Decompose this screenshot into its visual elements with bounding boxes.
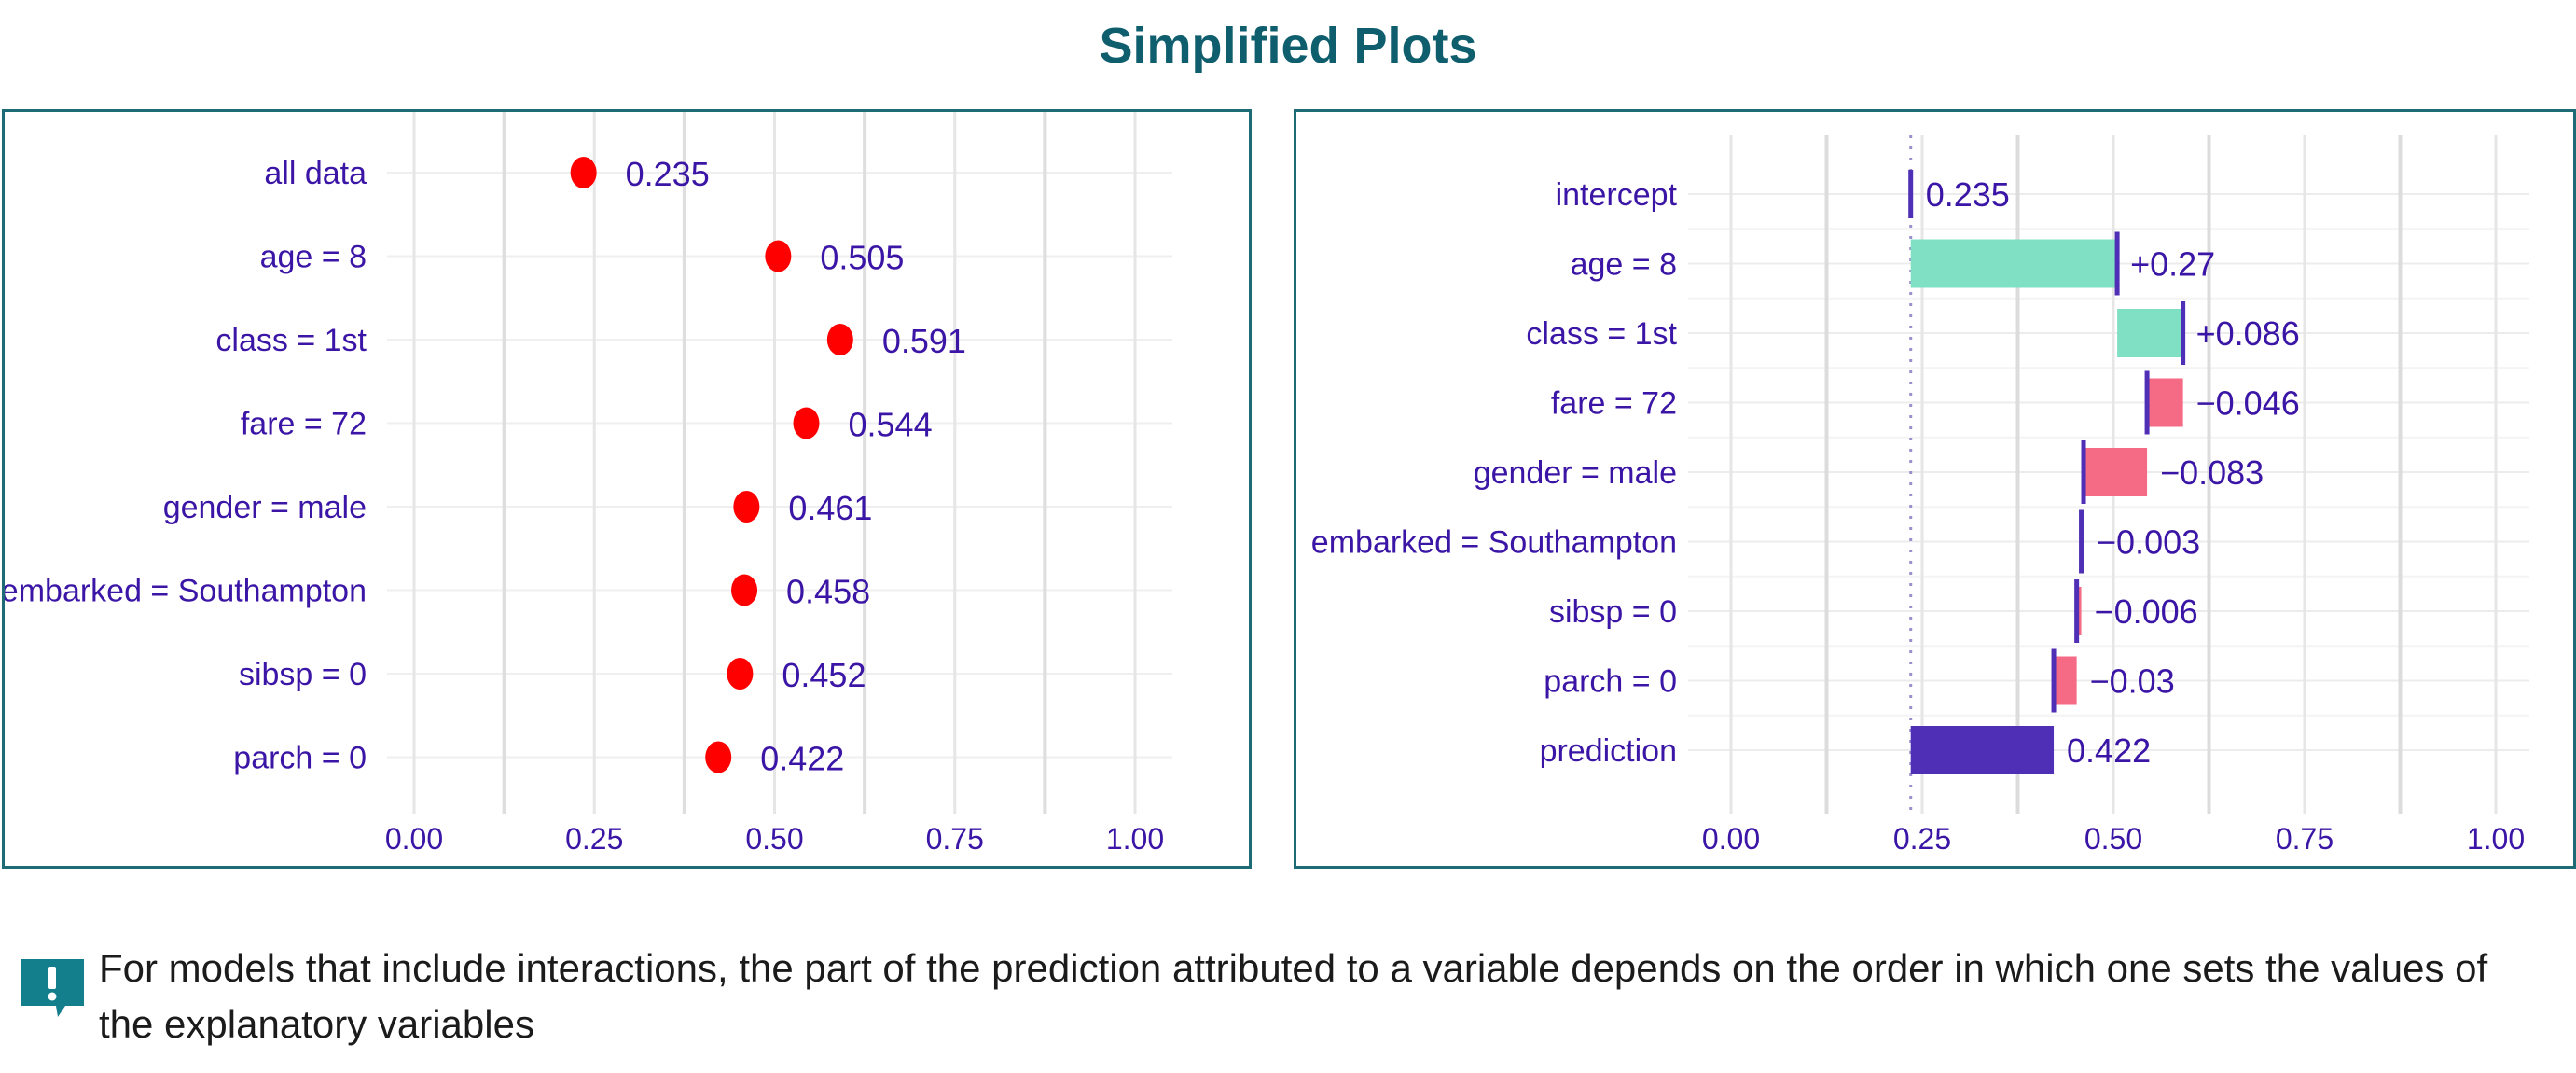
note-text: For models that include interactions, th… [99,946,2488,1046]
dot-plot-panel: 0.00 0.25 0.50 0.75 1.00 all data 0.235 age = 8… [2,109,1252,869]
category-label: class = 1st [1526,316,1677,352]
x-tick-label: 0.50 [2084,822,2142,856]
x-tick-label: 0.00 [1702,822,1760,856]
data-point [731,574,758,606]
category-label: parch = 0 [233,741,367,776]
x-tick-label: 0.25 [565,822,623,856]
x-tick-label: 0.75 [2276,822,2334,856]
negative-contribution-bar [2084,448,2148,496]
cumulative-marker [2051,648,2057,713]
negative-contribution-bar [2147,378,2183,427]
data-point [705,741,732,773]
x-tick-label: 0.00 [385,822,443,856]
cumulative-marker [2114,231,2120,296]
data-label: 0.422 [760,740,844,778]
category-label: embarked = Southampton [5,574,367,609]
category-label: class = 1st [215,323,367,358]
data-label: −0.046 [2196,384,2300,423]
category-label: gender = male [163,490,367,525]
data-label: −0.006 [2095,592,2198,631]
data-label: 0.505 [820,239,904,277]
category-label: gender = male [1474,455,1677,491]
data-point [826,324,853,355]
category-label: age = 8 [260,240,367,275]
page-title: Simplified Plots [1099,18,1477,74]
cumulative-marker [2181,301,2186,365]
x-tick-label: 0.75 [926,822,984,856]
data-point [570,157,597,188]
data-label: 0.458 [786,573,870,611]
cumulative-marker [2079,509,2084,574]
data-label: −0.03 [2090,662,2175,701]
x-tick-label: 1.00 [2467,822,2525,856]
intercept-marker [1908,170,1914,218]
waterfall-chart: 0.00 0.25 0.50 0.75 1.00 intercept 0.235 age = … [1311,135,2529,856]
data-point [765,240,792,272]
cumulative-marker [2081,440,2086,504]
category-label: sibsp = 0 [1549,594,1677,630]
data-label: −0.083 [2160,453,2264,492]
category-label: prediction [1540,733,1677,769]
category-label: fare = 72 [1551,386,1677,422]
x-tick-label: 0.25 [1893,822,1951,856]
data-label: +0.086 [2196,314,2300,353]
data-label: 0.544 [849,406,933,444]
x-tick-label: 0.50 [745,822,803,856]
category-label: parch = 0 [1544,664,1677,700]
category-label: fare = 72 [241,407,367,442]
note-callout: For models that include interactions, th… [19,941,2555,1052]
data-label: 0.461 [788,489,872,527]
data-point [727,658,754,690]
positive-contribution-bar [2117,309,2183,357]
data-label: 0.235 [1926,175,2010,214]
category-label: all data [264,156,367,191]
category-label: age = 8 [1571,247,1677,283]
cumulative-marker [2074,579,2080,643]
prediction-bar [1910,726,2055,774]
negative-contribution-bar [2054,656,2077,705]
data-label: +0.27 [2130,245,2215,284]
dot-plot-chart: 0.00 0.25 0.50 0.75 1.00 all data 0.235 age = 8… [5,112,1172,856]
data-label: 0.235 [626,155,710,193]
waterfall-panel: 0.00 0.25 0.50 0.75 1.00 intercept 0.235 age = … [1294,109,2576,869]
category-label: embarked = Southampton [1311,525,1677,561]
data-label: 0.422 [2067,732,2151,770]
data-label: 0.452 [782,656,866,694]
cumulative-marker [2144,370,2150,435]
data-point [793,407,820,439]
category-label: intercept [1556,177,1678,213]
x-tick-label: 1.00 [1106,822,1164,856]
data-point [733,491,760,523]
data-label: −0.003 [2097,523,2200,562]
exclamation-speech-bubble-icon [21,959,84,1017]
data-label: 0.591 [882,322,966,360]
positive-contribution-bar [1910,239,2118,288]
category-label: sibsp = 0 [239,657,367,692]
